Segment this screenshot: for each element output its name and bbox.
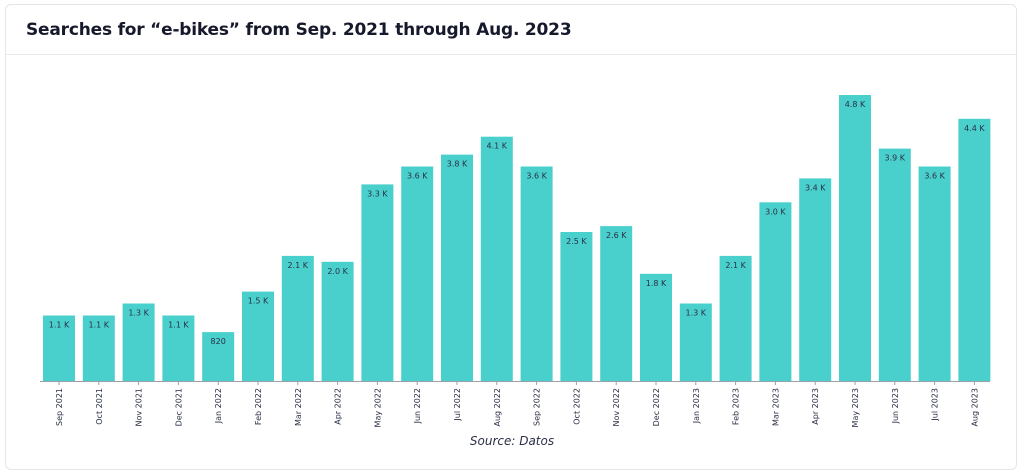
chart-source: Source: Datos — [469, 434, 555, 448]
x-tick-label: Apr 2023 — [811, 388, 820, 425]
data-label: 3.9 K — [885, 154, 906, 163]
bar[interactable] — [520, 166, 553, 382]
x-tick-label: Aug 2022 — [493, 388, 502, 427]
bar[interactable] — [122, 303, 155, 382]
data-label: 2.1 K — [288, 261, 309, 270]
data-label: 1.1 K — [49, 321, 70, 330]
x-tick-label: Feb 2023 — [732, 388, 741, 425]
bar[interactable] — [560, 232, 593, 381]
data-label: 3.8 K — [447, 160, 468, 169]
bar[interactable] — [839, 95, 871, 381]
x-tick-label: Mar 2023 — [771, 388, 780, 426]
x-tick-label: Apr 2022 — [334, 388, 343, 425]
card-header: Searches for “e-bikes” from Sep. 2021 th… — [6, 5, 1016, 55]
x-tick-label: Jun 2023 — [891, 388, 900, 424]
data-label: 2.6 K — [606, 231, 627, 240]
x-tick-label: May 2023 — [851, 388, 860, 427]
x-tick-label: May 2022 — [373, 388, 382, 427]
data-label: 4.1 K — [487, 142, 508, 151]
data-label: 4.8 K — [845, 100, 866, 109]
bar[interactable] — [441, 154, 473, 381]
data-label: 2.5 K — [566, 237, 587, 246]
x-tick-label: Jan 2022 — [214, 388, 223, 424]
bar[interactable] — [43, 315, 75, 382]
bar[interactable] — [480, 136, 513, 381]
bar[interactable] — [401, 166, 434, 382]
data-label: 1.1 K — [168, 321, 189, 330]
x-tick-label: Jan 2023 — [692, 388, 701, 424]
data-label: 1.8 K — [646, 279, 667, 288]
data-label: 3.4 K — [805, 183, 826, 192]
data-label: 1.5 K — [248, 297, 269, 306]
x-tick-label: Dec 2022 — [652, 388, 661, 426]
chart-title: Searches for “e-bikes” from Sep. 2021 th… — [26, 19, 572, 40]
data-label: 1.3 K — [686, 309, 707, 318]
x-tick-label: Jun 2022 — [413, 388, 422, 424]
bar[interactable] — [361, 184, 394, 381]
x-tick-label: Aug 2023 — [970, 388, 979, 427]
x-tick-label: Mar 2022 — [294, 388, 303, 426]
x-tick-label: Oct 2022 — [572, 388, 581, 425]
data-label: 2.1 K — [725, 261, 746, 270]
data-label: 2.0 K — [327, 267, 348, 276]
bar[interactable] — [281, 255, 314, 381]
x-tick-label: Feb 2022 — [254, 388, 263, 425]
x-tick-label: Oct 2021 — [95, 388, 104, 425]
bar[interactable] — [162, 315, 195, 382]
bar[interactable] — [679, 303, 712, 382]
x-tick-label: Jul 2022 — [453, 388, 462, 422]
bar[interactable] — [600, 226, 633, 381]
data-label: 3.0 K — [765, 207, 786, 216]
data-label: 3.6 K — [924, 172, 945, 181]
bar[interactable] — [918, 166, 951, 382]
bar[interactable] — [640, 273, 672, 382]
x-tick-label: Jul 2023 — [931, 388, 940, 422]
bar[interactable] — [799, 178, 832, 381]
data-label: 3.6 K — [526, 172, 547, 181]
data-label: 1.3 K — [128, 309, 149, 318]
data-label: 4.4 K — [964, 124, 985, 133]
x-tick-label: Sep 2021 — [55, 388, 64, 426]
bar[interactable] — [759, 202, 792, 382]
bar[interactable] — [878, 148, 911, 381]
x-tick-label: Nov 2021 — [135, 388, 144, 427]
x-tick-label: Sep 2022 — [533, 388, 542, 426]
bar[interactable] — [242, 291, 274, 381]
data-label: 3.3 K — [367, 189, 388, 198]
bar[interactable] — [321, 261, 354, 381]
data-label: 3.6 K — [407, 172, 428, 181]
data-label: 1.1 K — [89, 321, 110, 330]
bar[interactable] — [202, 332, 235, 381]
bar[interactable] — [719, 255, 752, 381]
x-tick-label: Dec 2021 — [174, 388, 183, 426]
x-tick-label: Nov 2022 — [612, 388, 621, 427]
data-label: 820 — [211, 337, 226, 346]
bar[interactable] — [82, 315, 115, 382]
bar[interactable] — [958, 118, 991, 382]
